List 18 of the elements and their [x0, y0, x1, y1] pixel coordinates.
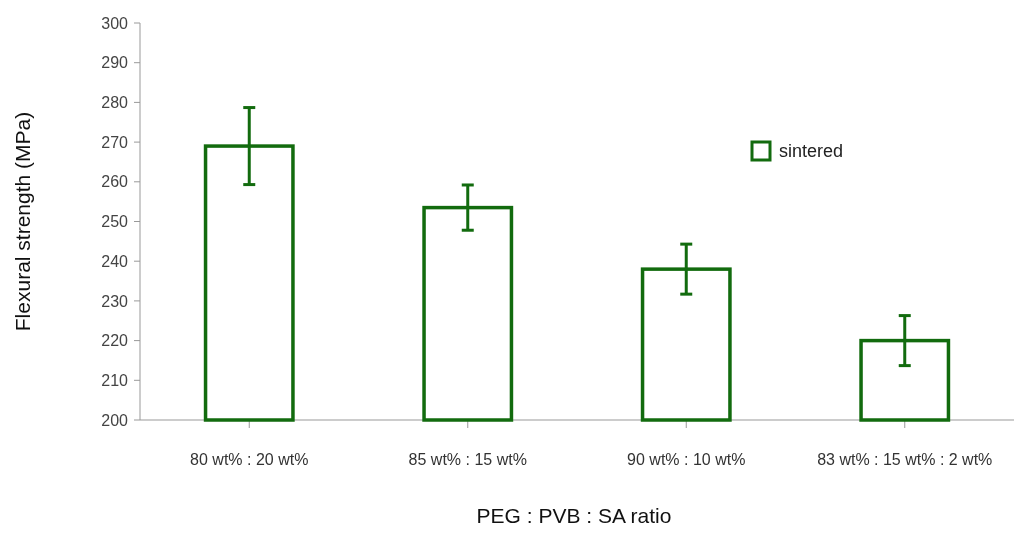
y-tick-label: 290 [101, 54, 129, 72]
y-axis-title: Flexural strength (MPa) [11, 111, 34, 332]
y-tick-label: 210 [101, 371, 129, 389]
x-axis-title: PEG : PVB : SA ratio [476, 504, 672, 527]
x-tick-label: 80 wt% : 20 wt% [190, 451, 309, 468]
y-tick-label: 250 [101, 213, 129, 231]
y-tick-label: 280 [101, 94, 129, 111]
x-tick-label: 83 wt% : 15 wt% : 2 wt% [817, 451, 993, 468]
y-tick-label: 220 [101, 332, 129, 350]
y-tick-label: 300 [101, 14, 129, 32]
legend-label: sintered [779, 141, 844, 162]
x-tick-label: 90 wt% : 10 wt% [627, 451, 746, 468]
y-tick-label: 270 [101, 133, 129, 151]
y-tick-label: 240 [101, 252, 129, 270]
y-tick-label: 200 [101, 411, 129, 429]
y-tick-label: 260 [101, 173, 129, 191]
x-tick-label: 85 wt% : 15 wt% [408, 451, 527, 468]
y-tick-label: 230 [101, 292, 129, 310]
